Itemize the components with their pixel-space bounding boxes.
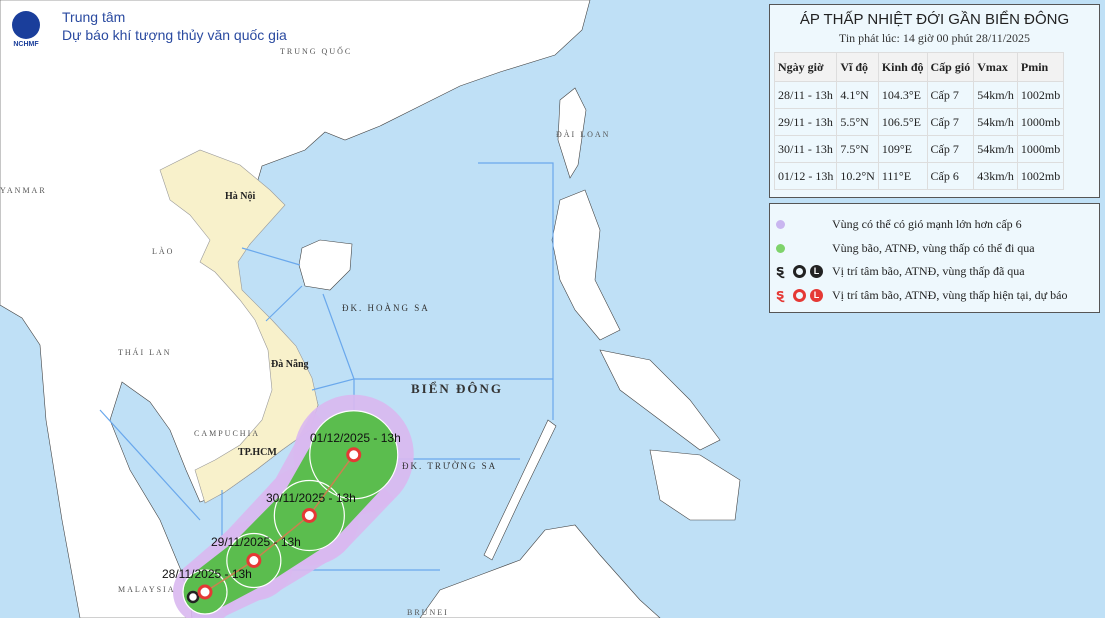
country-label: MALAYSIA (118, 585, 176, 594)
legend-text: Vị trí tâm bão, ATNĐ, vùng thấp hiện tại… (832, 287, 1068, 302)
forecast-table: Ngày giờ Vĩ độ Kinh độ Cấp gió Vmax Pmin 28/1… (773, 52, 1065, 190)
country-label: LÀO (152, 247, 175, 256)
table-cell: 106.5°E (877, 108, 928, 136)
org-name-line2: Dự báo khí tượng thủy văn quốc gia (62, 27, 287, 43)
issued-time: Tin phát lúc: 14 giờ 00 phút 28/11/2025 (838, 31, 1031, 45)
table-cell: 1000mb (1016, 135, 1065, 163)
sea-label: ĐK. TRƯỜNG SA (402, 461, 498, 471)
column-header: Vmax (973, 52, 1018, 82)
country-label: TRUNG QUỐC (280, 47, 353, 56)
table-cell: 30/11 - 13h (773, 135, 838, 163)
table-cell: 29/11 - 13h (773, 108, 838, 136)
storm-title: ÁP THẤP NHIỆT ĐỚI GẦN BIỂN ĐÔNG (799, 11, 1070, 28)
table-cell: 1000mb (1016, 108, 1065, 136)
table-cell: 10.2°N (836, 162, 879, 190)
forecast-position-icon (246, 553, 262, 568)
table-cell: 01/12 - 13h (773, 162, 838, 190)
table-cell: Cấp 7 (926, 108, 975, 136)
storm-icon: ȿ (776, 287, 785, 303)
storm-icon: ȿ (776, 263, 785, 279)
forecast-radius-circle (273, 479, 345, 552)
legend-panel: Vùng có thể có gió mạnh lớn hơn cấp 6 Vù… (769, 203, 1100, 313)
taiwan-island (557, 87, 587, 179)
palawan-island (483, 419, 557, 561)
table-cell: 54km/h (973, 108, 1018, 136)
table-cell: 109°E (877, 135, 928, 163)
table-cell: 1002mb (1016, 162, 1065, 190)
table-cell: 5.5°N (836, 108, 879, 136)
org-name-line1: Trung tâm (62, 9, 126, 25)
legend-item: ȿ L Vị trí tâm bão, ATNĐ, vùng thấp hiện … (776, 286, 1067, 304)
forecast-radius-circle (226, 532, 282, 589)
storm-track (182, 410, 399, 615)
table-cell: 4.1°N (836, 81, 879, 109)
column-header: Cấp gió (926, 52, 975, 82)
column-header: Ngày giờ (773, 52, 838, 82)
table-cell: 54km/h (973, 81, 1018, 109)
purple-dot-icon (776, 219, 785, 229)
table-cell: Cấp 7 (926, 135, 975, 163)
low-pressure-icon: L (810, 264, 823, 278)
forecast-position-icon (346, 447, 362, 463)
table-cell: 104.3°E (877, 81, 928, 109)
forecast-position-icon (301, 508, 317, 523)
forecast-position-icon (197, 584, 213, 600)
table-cell: 1002mb (1016, 81, 1065, 109)
table-cell: 43km/h (973, 162, 1018, 190)
vietnam (159, 149, 319, 504)
legend-item: Vùng bão, ATNĐ, vùng thấp có thể đi qua (776, 239, 1035, 257)
country-label: ĐÀI LOAN (556, 130, 611, 139)
forecast-radius-circle (309, 410, 399, 500)
table-cell: 54km/h (973, 135, 1018, 163)
table-cell: Cấp 6 (926, 162, 975, 190)
country-label: BRUNEI (407, 608, 449, 617)
country-label: YANMAR (0, 186, 47, 195)
track-label: 28/11/2025 - 13h (162, 567, 252, 581)
past-position-icon (186, 590, 200, 604)
visayas-islands (599, 349, 721, 451)
table-row: 28/11 - 13h 4.1°N 104.3°E Cấp 7 54km/h 1002mb (773, 81, 1065, 109)
forecast-radius-circle (182, 569, 228, 615)
table-cell: 111°E (877, 162, 928, 190)
table-cell: 7.5°N (836, 135, 879, 163)
table-row: 01/12 - 13h 10.2°N 111°E Cấp 6 43km/h 1002mb (773, 162, 1065, 190)
country-label: THÁI LAN (118, 348, 172, 357)
table-cell: 28/11 - 13h (773, 81, 838, 109)
table-row: 29/11 - 13h 5.5°N 106.5°E Cấp 7 54km/h 1000mb (773, 108, 1065, 136)
legend-text: Vùng bão, ATNĐ, vùng thấp có thể đi qua (832, 240, 1035, 255)
column-header: Kinh độ (877, 52, 928, 82)
track-label: 29/11/2025 - 13h (211, 535, 301, 549)
legend-item: Vùng có thể có gió mạnh lớn hơn cấp 6 (776, 215, 1022, 233)
green-dot-icon (776, 243, 785, 253)
storm-info-panel: ÁP THẤP NHIỆT ĐỚI GẦN BIỂN ĐÔNG Tin phát… (769, 4, 1100, 198)
depression-icon (793, 288, 806, 302)
city-label: TP.HCM (238, 447, 277, 458)
legend-text: Vùng có thể có gió mạnh lớn hơn cấp 6 (832, 216, 1022, 231)
nchmf-logo: NCHMF (6, 8, 46, 52)
track-label: 30/11/2025 - 13h (266, 491, 356, 505)
luzon-island (551, 189, 621, 341)
city-label: Hà Nội (225, 191, 256, 202)
legend-item: ȿ L Vị trí tâm bão, ATNĐ, vùng thấp đã qu… (776, 262, 1025, 280)
column-header: Pmin (1016, 52, 1065, 82)
table-row: 30/11 - 13h 7.5°N 109°E Cấp 7 54km/h 1000mb (773, 135, 1065, 163)
column-header: Vĩ độ (836, 52, 879, 82)
depression-icon (793, 264, 806, 278)
sea-label: BIỂN ĐÔNG (411, 381, 504, 396)
borneo-island (419, 524, 661, 618)
mindanao-island (649, 449, 741, 521)
header: NCHMF Trung tâm Dự báo khí tượng thủy vă… (6, 8, 287, 52)
hainan-island (298, 239, 353, 291)
legend-text: Vị trí tâm bão, ATNĐ, vùng thấp đã qua (832, 263, 1025, 278)
country-label: CAMPUCHIA (194, 429, 261, 438)
city-label: Đà Nẵng (271, 359, 309, 370)
low-pressure-icon: L (810, 288, 823, 302)
sea-label: ĐK. HOÀNG SA (342, 303, 430, 313)
track-label: 01/12/2025 - 13h (310, 431, 401, 445)
table-cell: Cấp 7 (926, 81, 975, 109)
